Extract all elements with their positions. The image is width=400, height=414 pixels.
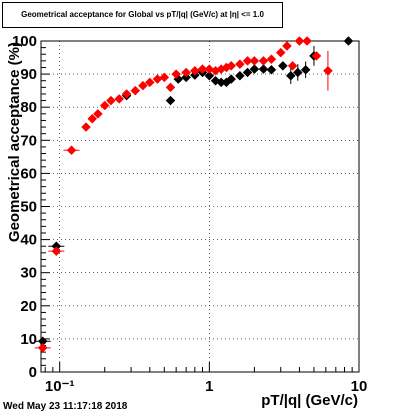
data-point [226,74,237,84]
data-point [294,36,305,46]
data-point [81,122,91,132]
data-point [292,67,303,78]
y-tick-label: 30 [20,265,37,282]
data-point [197,64,208,74]
data-point [204,70,215,81]
data-point [87,113,98,124]
data-point [138,80,148,91]
data-point [165,82,176,93]
data-point [114,94,125,104]
data-point [242,67,253,78]
data-point [51,246,62,257]
data-point [275,47,286,58]
data-point [300,64,311,75]
data-series [34,36,354,353]
data-point [159,72,170,83]
data-point [37,342,48,353]
plot-frame [40,40,360,373]
data-point [181,72,192,83]
y-tick-labels: 0 10 20 30 40 50 60 70 80 90 100 [12,33,37,381]
data-point [130,85,141,96]
data-point [235,70,245,81]
y-tick-label: 60 [20,165,37,182]
data-point [93,108,103,119]
x-axis-label: pT/|q| (GeV/c) [261,392,358,409]
series-black [34,36,354,347]
y-tick-label: 90 [20,66,37,83]
data-point [242,56,253,66]
data-point [285,70,296,81]
data-point [302,36,312,46]
data-point [106,95,116,106]
data-point [282,41,292,51]
data-point [343,36,354,46]
data-point [249,64,260,74]
data-point [258,64,269,74]
data-point [226,60,237,71]
y-axis-label: Geometrical acceptance (%) [6,42,23,242]
y-tick-label: 100 [12,33,37,50]
x-tick-label: 1 [205,378,213,395]
data-point [311,51,322,61]
x-tick-label: 10⁻¹ [45,378,75,395]
x-tick-labels: 10⁻¹ 1 10 [45,378,367,395]
data-point [266,54,277,65]
y-tick-label: 70 [20,132,37,149]
axis-ticks [41,40,360,373]
timestamp-label: Wed May 23 11:17:18 2018 [3,401,128,412]
data-point [99,100,110,111]
y-tick-label: 10 [20,331,37,348]
data-point [266,64,277,75]
data-point [165,95,176,106]
data-point [235,59,245,70]
data-point [287,60,298,71]
data-point [171,69,182,79]
y-tick-label: 40 [20,232,37,249]
data-point [323,65,333,76]
y-tick-label: 80 [20,99,37,116]
y-tick-label: 50 [20,199,37,216]
series-red [34,36,333,353]
chart-title: Geometrical acceptance for Global vs pT/… [2,2,283,28]
data-point [66,145,77,156]
grid [41,41,359,372]
data-point [144,77,155,88]
x-tick-label: 10 [351,378,368,395]
data-point [181,67,192,78]
data-point [278,60,288,71]
y-tick-label: 0 [29,364,37,381]
data-point [249,56,260,66]
data-point [121,89,132,99]
data-point [258,56,269,66]
y-tick-label: 20 [20,298,37,315]
